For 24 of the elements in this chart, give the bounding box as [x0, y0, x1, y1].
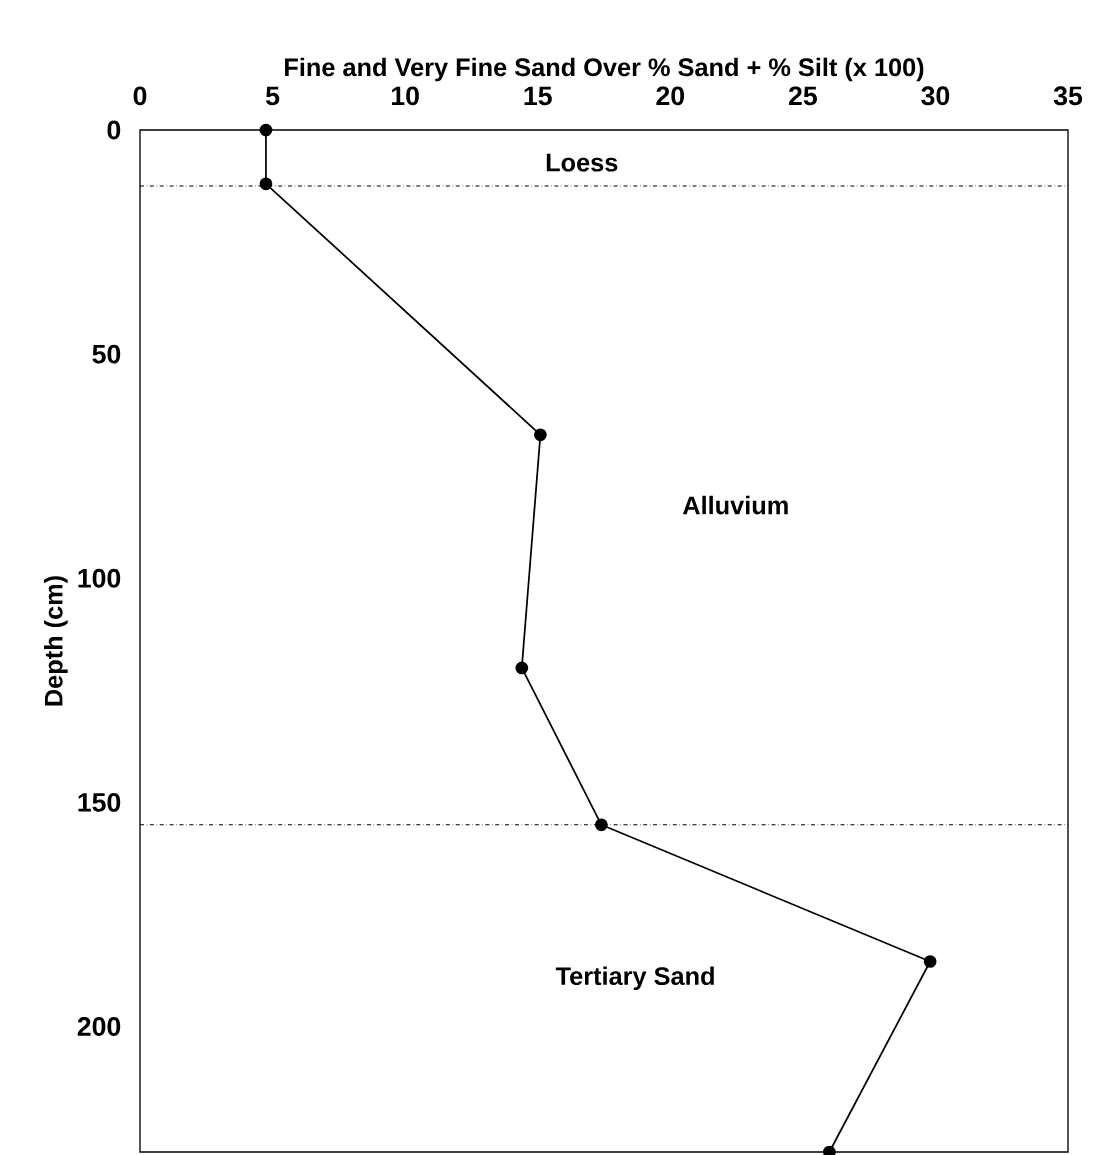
- y-tick-label: 0: [107, 120, 121, 140]
- y-tick-label: 200: [77, 1017, 121, 1036]
- x-tick-label: 0: [133, 86, 147, 106]
- y-tick-label: 50: [92, 344, 121, 364]
- annotation: Alluvium: [682, 495, 788, 515]
- point: [259, 123, 273, 137]
- x-tick-label: 30: [921, 86, 950, 106]
- y-axis-title: Depth (cm): [44, 576, 68, 706]
- point: [594, 818, 608, 832]
- annotation: Loess: [546, 153, 618, 172]
- y-tick-label: 100: [78, 568, 121, 588]
- annotation: Tertiary Sand: [555, 966, 714, 991]
- x-tick-label: 15: [524, 86, 552, 106]
- x-tick-label: 20: [656, 86, 685, 106]
- x-tick-label: 25: [788, 86, 817, 106]
- point: [923, 955, 937, 968]
- point: [534, 428, 547, 442]
- x-tick-label: 35: [1053, 86, 1083, 106]
- x-tick-label: 10: [391, 86, 419, 106]
- point: [515, 661, 529, 675]
- y-tick-label: 150: [78, 792, 121, 812]
- x-tick-label: 5: [265, 86, 280, 106]
- x-axis-title: Fine and Very Fine Sand Over % Sand + % Silt (x 100): [285, 57, 924, 82]
- point: [259, 177, 273, 191]
